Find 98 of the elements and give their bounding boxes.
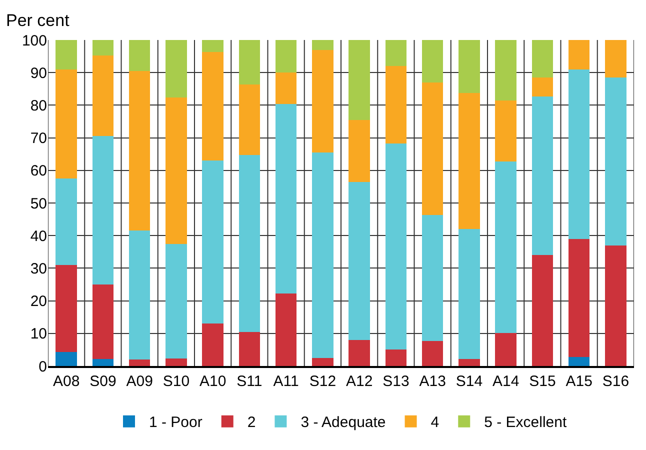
bar xyxy=(422,40,444,82)
bar xyxy=(275,72,297,104)
bar xyxy=(128,70,150,231)
x-tick-label: A13 xyxy=(419,373,446,390)
bar xyxy=(238,84,260,156)
y-tick-label: 40 xyxy=(30,228,47,245)
bar xyxy=(166,98,187,244)
y-tick-label: 80 xyxy=(30,97,47,114)
bar xyxy=(275,293,297,366)
bar xyxy=(458,93,480,230)
x-tick-label: A09 xyxy=(126,373,153,390)
bar xyxy=(495,100,516,162)
bar xyxy=(238,332,260,366)
bar xyxy=(605,77,626,246)
bar xyxy=(92,55,114,136)
x-tick-label: A08 xyxy=(52,373,80,390)
x-tick-label: S09 xyxy=(90,373,116,390)
y-tick-label: 100 xyxy=(22,32,47,50)
bar xyxy=(56,69,77,179)
bar xyxy=(422,215,444,341)
legend-label: 5 - Excellent xyxy=(484,414,568,432)
bar xyxy=(348,340,370,366)
bar xyxy=(348,182,370,340)
bar xyxy=(385,66,407,144)
bar xyxy=(568,356,590,366)
bar xyxy=(275,104,297,294)
bar xyxy=(56,352,77,366)
bar xyxy=(385,40,407,66)
bar xyxy=(166,40,187,98)
bar xyxy=(605,245,626,366)
bar xyxy=(312,358,334,366)
x-tick-label: A10 xyxy=(199,373,226,390)
bar xyxy=(56,40,77,70)
bar xyxy=(312,152,334,358)
x-tick-label: A11 xyxy=(273,373,299,390)
bar xyxy=(92,136,114,284)
legend-label: 1 - Poor xyxy=(149,414,202,432)
bar xyxy=(532,255,554,366)
x-tick-label: S12 xyxy=(309,373,336,390)
bar xyxy=(385,350,407,366)
x-tick-label: S16 xyxy=(602,373,630,390)
bar xyxy=(605,40,626,78)
bar xyxy=(458,40,480,94)
bar xyxy=(458,358,480,366)
bar xyxy=(458,229,480,359)
bar xyxy=(532,40,554,78)
bar xyxy=(238,40,260,85)
legend-label: 2 xyxy=(247,414,256,432)
bar xyxy=(495,40,516,100)
bar xyxy=(385,143,407,350)
y-tick-label: 0 xyxy=(38,358,47,376)
x-tick-label: S15 xyxy=(529,373,556,390)
x-tick-label: A14 xyxy=(492,373,520,390)
bar xyxy=(532,96,554,256)
bar xyxy=(202,52,224,161)
bar xyxy=(348,40,370,120)
bar xyxy=(568,238,590,357)
bar xyxy=(202,40,224,52)
bar xyxy=(312,50,334,152)
bar xyxy=(568,40,590,70)
y-tick-label: 60 xyxy=(30,162,47,180)
bar xyxy=(56,178,77,265)
bar xyxy=(56,264,77,352)
bar xyxy=(422,340,444,366)
legend-label: 3 - Adequate xyxy=(300,414,386,432)
bar xyxy=(166,358,187,366)
y-tick-label: 20 xyxy=(30,293,47,310)
x-tick-label: S11 xyxy=(236,373,262,390)
y-tick-label: 30 xyxy=(30,260,47,278)
bar xyxy=(238,155,260,332)
y-tick-label: 10 xyxy=(30,326,47,343)
legend-label: 4 xyxy=(430,414,440,432)
x-tick-label: S14 xyxy=(456,373,483,390)
bar xyxy=(532,77,554,96)
bar xyxy=(422,82,444,216)
bar xyxy=(92,284,114,359)
bar xyxy=(495,162,516,333)
bar xyxy=(202,324,224,366)
bar xyxy=(202,160,224,324)
y-tick-label: 70 xyxy=(30,130,47,148)
bar xyxy=(312,40,334,50)
y-tick-label: 90 xyxy=(30,64,47,82)
x-tick-label: A15 xyxy=(566,373,592,390)
bar xyxy=(348,120,370,182)
bar xyxy=(128,359,150,366)
y-tick-label: 50 xyxy=(30,195,47,212)
y-axis-title: Per cent xyxy=(6,11,70,30)
bar xyxy=(568,69,590,239)
bar xyxy=(128,40,150,71)
x-tick-label: S10 xyxy=(162,373,190,390)
bar xyxy=(495,332,516,366)
bar xyxy=(92,40,114,56)
bar xyxy=(275,40,297,73)
bar xyxy=(166,244,187,358)
x-tick-label: S13 xyxy=(382,373,410,390)
bar xyxy=(128,230,150,360)
x-tick-label: A12 xyxy=(346,373,373,390)
bar xyxy=(92,358,114,366)
